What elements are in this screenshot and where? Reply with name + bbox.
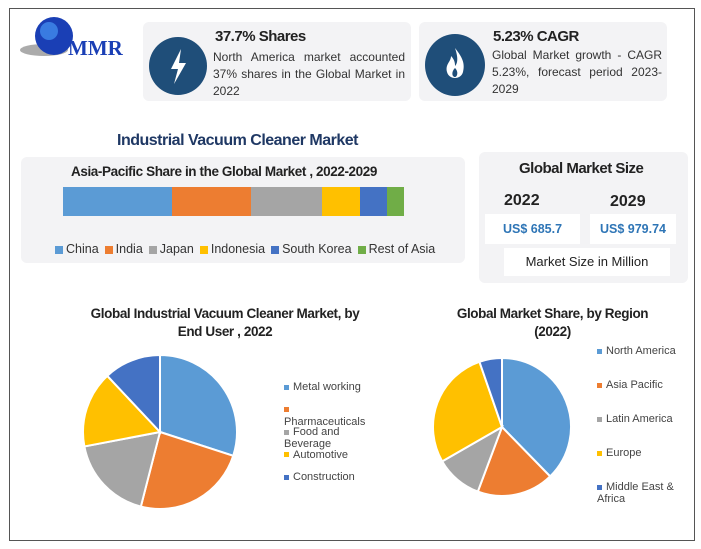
bar-legend: China India Japan Indonesia South Korea Rest … (55, 240, 441, 258)
pie-slice-construction (105, 353, 161, 435)
legend-item: Automotive (284, 449, 369, 461)
bar-chart-title: Asia-Pacific Share in the Global Market … (71, 164, 377, 179)
logo: MMR (16, 14, 131, 64)
pie-slice-food-and-beverage (83, 430, 162, 508)
market-size-title: Global Market Size (519, 160, 644, 177)
flame-icon (425, 34, 485, 96)
globe-icon (20, 17, 73, 56)
bar-segment-india (172, 187, 251, 216)
legend-item: India (104, 242, 143, 256)
legend-item: Pharmaceuticals (284, 404, 369, 428)
pie-slice-pharmaceuticals (139, 430, 235, 510)
stacked-bar (63, 187, 404, 216)
legend-item: Food and Beverage (284, 426, 340, 450)
market-size-card: Global Market Size 2022 2029 US$ 685.7 U… (479, 152, 688, 283)
pie-slice-north-america (501, 356, 572, 478)
kpi-title: 37.7% Shares (215, 28, 306, 45)
legend-item: Middle East & Africa (597, 481, 674, 505)
infographic-frame (9, 8, 695, 541)
logo-text: MMR (68, 36, 123, 60)
kpi-title: 5.23% CAGR (493, 28, 579, 45)
value-2029: US$ 979.74 (590, 214, 676, 244)
legend-item: Latin America (597, 413, 682, 425)
kpi-description: Global Market growth - CAGR 5.23%, forec… (492, 48, 662, 96)
kpi-card-cagr: 5.23% CAGR Global Market growth - CAGR 5… (419, 22, 667, 101)
legend-item: South Korea (271, 242, 352, 256)
bar-segment-rest-of-asia (386, 187, 404, 216)
kpi-description: North America market accounted 37% share… (213, 50, 405, 98)
legend-item: Rest of Asia (357, 242, 435, 256)
year-2029: 2029 (610, 193, 646, 210)
main-title: Industrial Vacuum Cleaner Market (117, 132, 358, 149)
market-size-unit: Market Size in Million (504, 248, 670, 276)
region-pie (432, 356, 572, 497)
pie-slice-automotive (82, 374, 162, 448)
end-user-pie-title: Global Industrial Vacuum Cleaner Market,… (90, 306, 360, 339)
legend-item: North America (597, 345, 682, 357)
legend-item: Construction (284, 471, 369, 483)
value-2022: US$ 685.7 (485, 214, 580, 244)
region-pie-title: Global Market Share, by Region (2022) (456, 306, 649, 339)
legend-item: Japan (148, 242, 194, 256)
pie-slice-metal-working (159, 353, 238, 458)
legend-item: Indonesia (199, 242, 265, 256)
lightning-icon (149, 37, 207, 95)
bar-segment-china (63, 187, 173, 216)
legend-item: China (55, 242, 99, 256)
year-2022: 2022 (504, 192, 540, 209)
bar-segment-indonesia (322, 187, 360, 216)
pie-slice-middle-east-africa (478, 356, 503, 428)
legend-item: Europe (597, 447, 682, 459)
kpi-card-shares: 37.7% Shares North America market accoun… (143, 22, 411, 101)
pie-slice-europe (432, 360, 504, 463)
legend-item: Asia Pacific (597, 379, 682, 391)
bar-segment-japan (250, 187, 323, 216)
asia-pacific-bar-card: Asia-Pacific Share in the Global Market … (21, 157, 465, 263)
legend-item: Metal working (284, 381, 369, 393)
bar-segment-south-korea (359, 187, 387, 216)
end-user-pie (82, 353, 238, 510)
